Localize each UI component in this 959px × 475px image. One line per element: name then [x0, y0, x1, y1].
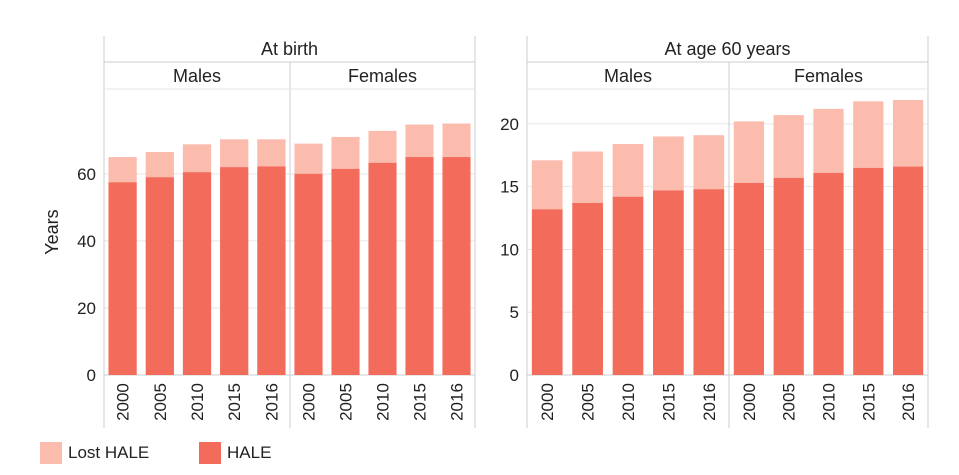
panel-1-ytick-label: 20: [77, 299, 96, 318]
panel-1-females-bar-hale-2005: [331, 168, 360, 375]
panel-2-group-label-males: Males: [604, 66, 652, 86]
legend-item-hale: HALE: [199, 441, 271, 465]
panel-2-females-bar-hale-2000: [733, 182, 765, 375]
panel-1-males-bar-lost-2005: [145, 152, 174, 178]
panel-1-females-bar-hale-2015: [405, 157, 434, 375]
panel-1-females-xtick-label: 2000: [300, 383, 319, 421]
panel-2-males-xtick-label: 2010: [619, 383, 638, 421]
panel-2-females-bar-hale-2016: [892, 166, 924, 375]
panel-1-males-bar-hale-2015: [220, 167, 249, 375]
panel-1-ylabel: Years: [42, 209, 62, 254]
panel-1-title: At birth: [261, 39, 318, 59]
panel-1-males-xtick-label: 2016: [262, 383, 281, 421]
panel-2-males-bar-lost-2005: [572, 151, 603, 203]
panel-1-males-bar-lost-2015: [220, 139, 249, 168]
panel-1-males-bar-hale-2005: [145, 177, 174, 375]
panel-1-females-xtick-label: 2016: [448, 383, 467, 421]
panel-2-females-xtick-label: 2005: [780, 383, 799, 421]
panel-1-females-bar-lost-2005: [331, 136, 360, 169]
legend-label-hale: HALE: [227, 443, 272, 462]
panel-2-females-bar-hale-2010: [813, 172, 844, 375]
legend-label-lost-hale: Lost HALE: [68, 443, 150, 462]
panel-2-group-label-females: Females: [794, 66, 863, 86]
panel-1-females-bar-lost-2015: [405, 124, 434, 158]
panel-1-females-bar-lost-2016: [442, 123, 471, 158]
panel-1-males-bar-lost-2016: [257, 139, 286, 167]
panel-2-males-bar-lost-2000: [531, 160, 563, 210]
panel-1-males-bar-lost-2010: [182, 144, 212, 173]
panel-2-females-bar-hale-2015: [853, 167, 884, 375]
panel-2-ytick-label: 10: [500, 240, 519, 259]
panel-2-females-bar-lost-2000: [733, 121, 765, 183]
panel-1-females-xtick-label: 2005: [337, 383, 356, 421]
panel-2-females-xtick-label: 2015: [859, 383, 878, 421]
panel-2-males-bar-hale-2000: [531, 209, 563, 375]
panel-2-females-xtick-label: 2010: [820, 383, 839, 421]
panel-2-females-xtick-label: 2016: [899, 383, 918, 421]
panel-2-females-bar-lost-2016: [892, 100, 924, 167]
panel-2-females-bar-lost-2015: [853, 101, 884, 168]
panel-1-males-xtick-label: 2005: [151, 383, 170, 421]
panel-1-females-bar-lost-2010: [368, 130, 397, 163]
panel-1-ytick-label: 0: [87, 366, 96, 385]
panel-1-males-bar-hale-2000: [108, 182, 137, 375]
panel-2-males-bar-hale-2015: [653, 190, 684, 375]
panel-2-males-bar-lost-2016: [693, 135, 725, 190]
legend-swatch-hale: [199, 442, 221, 464]
legend-item-lost-hale: Lost HALE: [40, 441, 149, 465]
panel-1-ytick-label: 40: [77, 232, 96, 251]
panel-2-ytick-label: 0: [510, 366, 519, 385]
panel-2-males-xtick-label: 2016: [700, 383, 719, 421]
panel-2-ytick-label: 5: [510, 303, 519, 322]
panel-1-group-label-females: Females: [348, 66, 417, 86]
panel-2-males-bar-lost-2015: [653, 136, 684, 191]
panel-2-ytick-label: 20: [500, 115, 519, 134]
panel-1-males-bar-hale-2010: [182, 172, 212, 375]
legend-swatch-lost-hale: [40, 442, 62, 464]
panel-1-females-bar-hale-2000: [294, 173, 323, 375]
panel-1-group-label-males: Males: [173, 66, 221, 86]
panel-2-females-bar-lost-2005: [773, 115, 804, 178]
panel-2-females-bar-lost-2010: [813, 108, 844, 173]
panel-2-title: At age 60 years: [664, 39, 790, 59]
panel-1-females-bar-hale-2016: [442, 157, 471, 375]
panel-1-males-xtick-label: 2015: [225, 383, 244, 421]
panel-1-females-xtick-label: 2015: [411, 383, 430, 421]
panel-2-females-bar-hale-2005: [773, 177, 804, 375]
panel-1-males-bar-hale-2016: [257, 166, 286, 375]
panel-2-males-bar-lost-2010: [612, 143, 644, 197]
panel-1-males-xtick-label: 2000: [114, 383, 133, 421]
panel-2-ytick-label: 15: [500, 178, 519, 197]
panel-2-males-bar-hale-2010: [612, 196, 644, 375]
panel-1-females-bar-lost-2000: [294, 143, 323, 174]
panel-2-males-xtick-label: 2000: [538, 383, 557, 421]
panel-1-males-xtick-label: 2010: [188, 383, 207, 421]
panel-2-males-xtick-label: 2015: [659, 383, 678, 421]
panel-1-females-bar-hale-2010: [368, 162, 397, 375]
panel-1-ytick-label: 60: [77, 165, 96, 184]
panel-2-males-xtick-label: 2005: [579, 383, 598, 421]
panel-2-males-bar-hale-2016: [693, 189, 725, 375]
panel-2-males-bar-hale-2005: [572, 202, 603, 375]
panel-1-females-xtick-label: 2010: [374, 383, 393, 421]
panel-1-males-bar-lost-2000: [108, 157, 137, 183]
panel-2-females-xtick-label: 2000: [740, 383, 759, 421]
